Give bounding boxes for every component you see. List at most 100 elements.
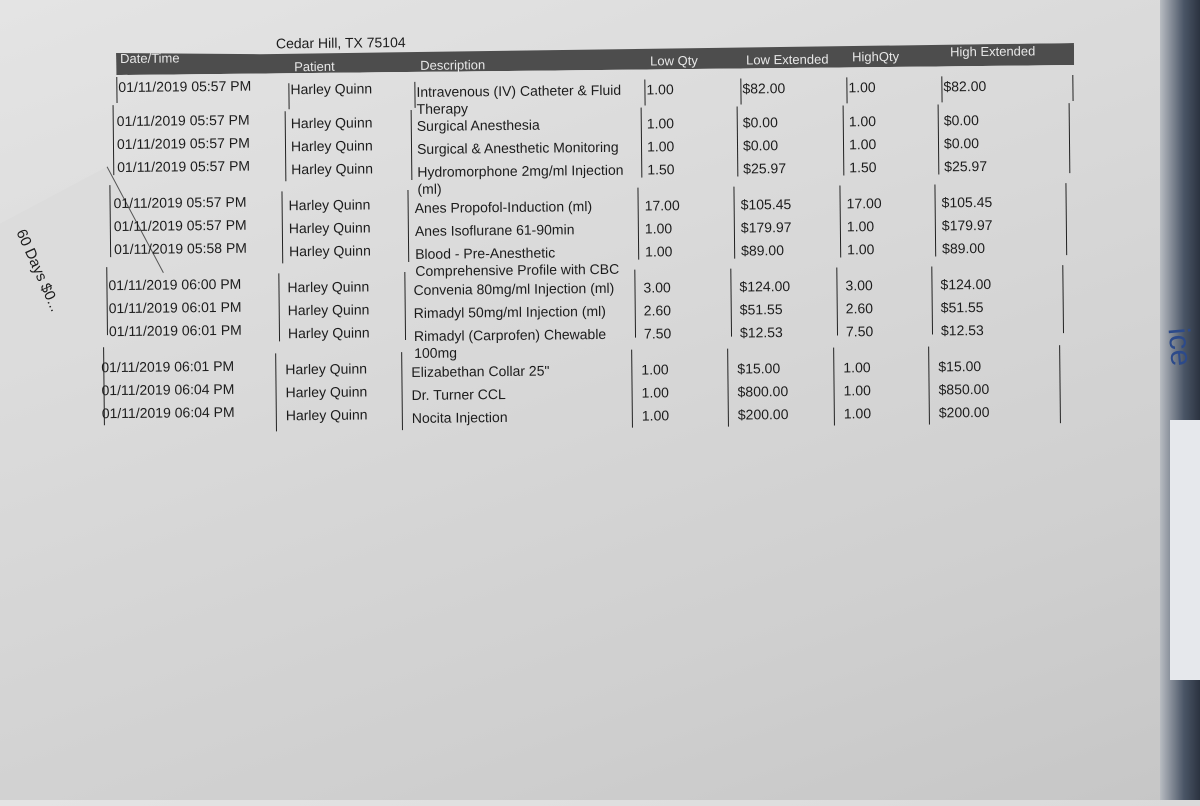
- column-divider: [410, 109, 413, 180]
- high-extended-cell: $179.97: [941, 216, 993, 234]
- column-divider: [634, 269, 637, 338]
- column-divider: [637, 187, 640, 260]
- low-qty-cell: 1.00: [646, 81, 674, 98]
- header-datetime: Date/Time: [119, 50, 180, 67]
- header-description: Description: [420, 57, 486, 73]
- column-divider: [733, 186, 736, 259]
- column-divider: [640, 107, 643, 178]
- column-divider: [928, 346, 930, 425]
- description-cell: Hydromorphone 2mg/ml Injection (ml): [417, 161, 624, 197]
- column-divider: [1068, 103, 1071, 174]
- datetime-cell: 01/11/2019 06:04 PM: [101, 380, 235, 399]
- low-extended-cell: $800.00: [737, 383, 789, 400]
- patient-cell: Harley Quinn: [285, 383, 368, 401]
- column-divider: [931, 266, 934, 335]
- low-extended-cell: $179.97: [740, 218, 792, 236]
- high-extended-cell: $0.00: [943, 135, 980, 152]
- low-extended-cell: $124.00: [739, 278, 791, 295]
- high-qty-cell: 1.00: [847, 241, 875, 258]
- datetime-cell: 01/11/2019 06:01 PM: [101, 357, 235, 376]
- column-divider: [727, 348, 729, 427]
- low-extended-cell: $105.45: [740, 195, 792, 213]
- datetime-cell: 01/11/2019 05:58 PM: [113, 239, 247, 258]
- column-divider: [284, 111, 287, 182]
- description-cell: Nocita Injection: [411, 408, 508, 426]
- table-row: 01/11/2019 06:01 PM Harley Quinn Elizabeth…: [0, 0, 1197, 380]
- high-extended-cell: $89.00: [942, 239, 986, 257]
- low-qty-cell: 1.00: [641, 361, 669, 378]
- low-qty-cell: 1.00: [644, 220, 673, 237]
- low-qty-cell: 1.00: [646, 138, 675, 155]
- description-cell: Intravenous (IV) Catheter & Fluid Therap…: [416, 81, 622, 117]
- high-qty-cell: 7.50: [845, 323, 874, 340]
- column-divider: [275, 353, 277, 432]
- high-extended-cell: $105.45: [941, 193, 993, 211]
- datetime-cell: 01/11/2019 05:57 PM: [116, 134, 250, 153]
- column-divider: [1062, 265, 1065, 334]
- table-row: 01/11/2019 06:00 PM Harley Quinn Convenia …: [0, 0, 1197, 298]
- low-extended-cell: $200.00: [737, 406, 789, 423]
- column-divider: [839, 185, 842, 258]
- column-divider: [833, 347, 835, 426]
- table-row: 01/11/2019 05:57 PM Harley Quinn Anes Isof…: [0, 0, 1197, 239]
- high-extended-cell: $15.00: [938, 358, 982, 375]
- column-divider: [842, 105, 845, 176]
- column-divider: [112, 105, 115, 176]
- high-qty-cell: 1.00: [843, 359, 871, 376]
- header-high-qty: HighQty: [852, 48, 900, 65]
- high-qty-cell: 1.00: [848, 79, 876, 96]
- description-cell: Blood - Pre-Anesthetic Comprehensive Pro…: [415, 244, 620, 279]
- column-divider: [109, 185, 112, 258]
- table-row: 01/11/2019 05:57 PM Harley Quinn Surgical …: [0, 0, 1197, 134]
- column-divider: [836, 267, 839, 336]
- table-row: 01/11/2019 05:57 PM Harley Quinn Surgical …: [0, 0, 1197, 157]
- high-qty-cell: 1.00: [848, 113, 877, 130]
- description-cell: Anes Propofol-Induction (ml): [414, 198, 593, 216]
- high-extended-cell: $51.55: [940, 298, 984, 316]
- patient-cell: Harley Quinn: [290, 114, 373, 132]
- high-extended-cell: $200.00: [938, 403, 990, 421]
- column-divider: [631, 349, 633, 428]
- datetime-cell: 01/11/2019 06:01 PM: [108, 321, 242, 340]
- column-divider: [278, 273, 281, 342]
- low-extended-cell: $51.55: [739, 301, 783, 318]
- table-row: 01/11/2019 05:57 PM Harley Quinn Hydromorp…: [0, 0, 1197, 197]
- patient-cell: Harley Quinn: [287, 301, 370, 319]
- low-qty-cell: 1.50: [647, 161, 675, 178]
- low-extended-cell: $15.00: [737, 360, 781, 377]
- description-cell: Surgical Anesthesia: [416, 116, 540, 134]
- low-extended-cell: $89.00: [741, 242, 785, 259]
- low-qty-cell: 1.00: [646, 115, 675, 132]
- low-qty-cell: 1.00: [641, 384, 669, 401]
- high-extended-cell: $12.53: [940, 321, 984, 339]
- datetime-cell: 01/11/2019 05:57 PM: [113, 216, 247, 235]
- header-high-extended: High Extended: [949, 43, 1036, 60]
- high-qty-cell: 3.00: [845, 277, 873, 294]
- column-divider: [937, 104, 940, 175]
- header-low-qty: Low Qty: [650, 52, 698, 69]
- patient-cell: Harley Quinn: [291, 160, 374, 178]
- description-cell: Elizabethan Collar 25": [411, 362, 550, 380]
- high-extended-cell: $850.00: [938, 380, 990, 398]
- column-divider: [404, 272, 407, 341]
- patient-cell: Harley Quinn: [285, 360, 368, 378]
- low-qty-cell: 1.00: [645, 243, 673, 260]
- datetime-cell: 01/11/2019 05:57 PM: [116, 111, 250, 130]
- high-qty-cell: 1.00: [843, 382, 871, 399]
- high-qty-cell: 2.60: [845, 300, 874, 317]
- low-extended-cell: $12.53: [739, 324, 783, 341]
- header-low-extended: Low Extended: [746, 51, 829, 68]
- column-divider: [730, 268, 733, 337]
- high-qty-cell: 1.00: [846, 218, 875, 235]
- description-cell: Dr. Turner CCL: [411, 385, 506, 403]
- low-qty-cell: 3.00: [643, 279, 671, 296]
- column-divider: [401, 352, 403, 431]
- low-qty-cell: 7.50: [643, 325, 672, 342]
- high-extended-cell: $124.00: [940, 275, 992, 293]
- description-cell: Surgical & Anesthetic Monitoring: [416, 138, 619, 157]
- column-divider: [736, 106, 739, 177]
- table-row: 01/11/2019 06:04 PM Harley Quinn Dr. Turne…: [0, 0, 1197, 403]
- low-qty-cell: 2.60: [643, 302, 672, 319]
- high-extended-cell: $0.00: [943, 112, 979, 129]
